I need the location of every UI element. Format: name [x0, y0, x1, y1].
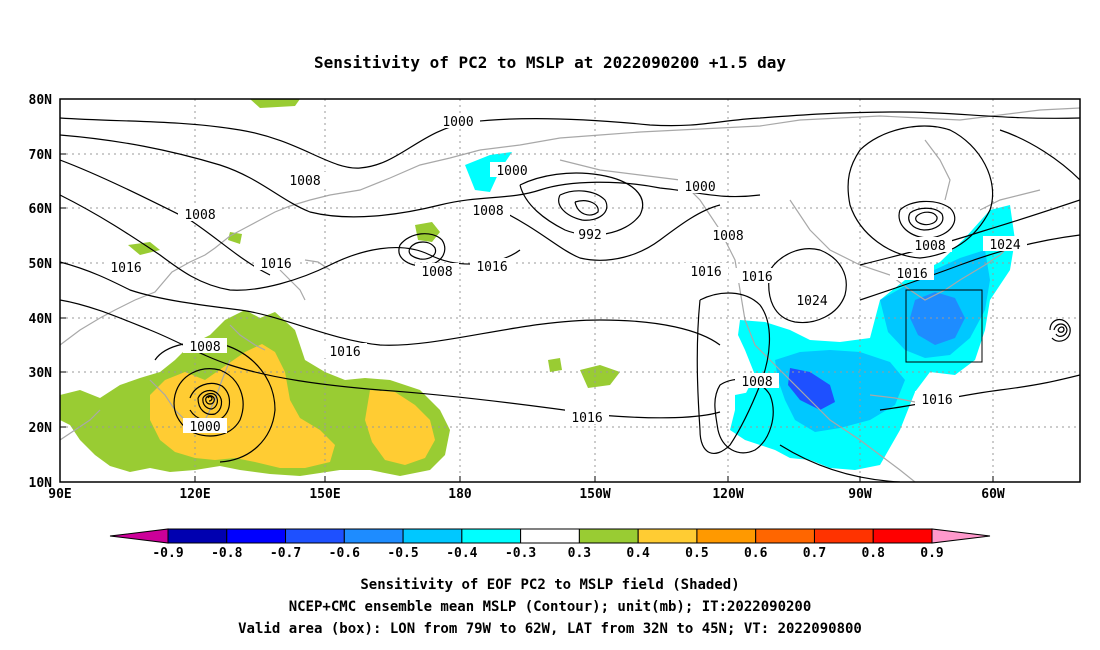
lon-label: 60W — [981, 487, 1005, 502]
contour-label: 1016 — [690, 265, 721, 280]
colorbar-low-arrow — [109, 528, 169, 544]
negative-sensitivity-shading — [465, 152, 1015, 470]
lat-label: 40N — [29, 312, 53, 327]
colorbar-swatch — [343, 528, 404, 544]
colorbar-tick-label: 0.5 — [685, 546, 708, 561]
colorbar-swatch — [167, 528, 228, 544]
lon-label: 150W — [579, 487, 610, 502]
lon-label: 90E — [48, 487, 71, 502]
map-title: Sensitivity of PC2 to MSLP at 2022090200… — [314, 53, 786, 72]
contour-label: 1016 — [260, 257, 291, 272]
contour-label: 1008 — [472, 204, 503, 219]
lat-label: 50N — [29, 257, 53, 272]
valid-area-box — [905, 289, 983, 363]
colorbar-tick-label: 0.8 — [861, 546, 885, 561]
colorbar-swatch — [872, 528, 933, 544]
colorbar-tick-label: 0.7 — [803, 546, 826, 561]
colorbar-tick-label: -0.6 — [329, 546, 360, 561]
lat-lon-grid — [60, 99, 1080, 482]
contour-label: 1000 — [442, 115, 473, 130]
positive-sensitivity-shading — [60, 99, 620, 476]
contour-label: 1016 — [921, 393, 952, 408]
colorbar-swatch — [285, 528, 345, 544]
contour-label: 1008 — [741, 375, 772, 390]
contour-label: 1016 — [110, 261, 141, 276]
map-frame — [59, 98, 1081, 483]
lat-label: 70N — [29, 148, 53, 163]
lon-label: 150E — [309, 487, 340, 502]
lon-label: 180 — [448, 487, 472, 502]
contour-label: 1008 — [421, 265, 452, 280]
colorbar-swatch — [696, 528, 757, 544]
colorbar-high-arrow — [931, 528, 991, 544]
lat-label: 30N — [29, 366, 53, 381]
contour-label: 1016 — [571, 411, 602, 426]
colorbar-tick-label: 0.9 — [920, 546, 943, 561]
colorbar-tick-label: 0.3 — [568, 546, 591, 561]
contour-label: 1008 — [189, 340, 220, 355]
colorbar-tick-label: -0.4 — [446, 546, 477, 561]
axis-ticks — [60, 98, 994, 483]
colorbar-swatch — [813, 528, 874, 544]
lon-label: 90W — [848, 487, 872, 502]
colorbar-swatch — [402, 528, 463, 544]
mslp-contours — [60, 111, 1080, 482]
lon-label: 120E — [179, 487, 210, 502]
coastlines — [60, 107, 1080, 482]
colorbar-swatch — [461, 528, 522, 544]
lat-label: 80N — [29, 93, 53, 108]
contour-label: 1016 — [896, 267, 927, 282]
caption-line-3: Valid area (box): LON from 79W to 62W, L… — [238, 621, 862, 637]
lat-label: 10N — [29, 476, 53, 491]
colorbar-swatch — [637, 528, 698, 544]
caption-line-1: Sensitivity of EOF PC2 to MSLP field (Sh… — [360, 577, 739, 593]
colorbar-swatch — [755, 528, 815, 544]
contour-label: 1016 — [329, 345, 360, 360]
contour-label: 1016 — [741, 270, 772, 285]
contour-label: 1024 — [989, 238, 1020, 253]
contour-label: 1024 — [796, 294, 827, 309]
colorbar-tick-label: 0.4 — [626, 546, 650, 561]
lat-label: 60N — [29, 202, 53, 217]
colorbar-tick-label: -0.9 — [152, 546, 183, 561]
colorbar: -0.9 -0.8 -0.7 -0.6 -0.5 -0.4 -0.3 0.3 0.4 0.5 0.6… — [109, 528, 991, 561]
colorbar-tick-label: -0.5 — [387, 546, 418, 561]
contour-label: 1016 — [476, 260, 507, 275]
contour-label: 1000 — [189, 420, 220, 435]
contour-label: 1008 — [914, 239, 945, 254]
lon-label: 120W — [712, 487, 743, 502]
caption-line-2: NCEP+CMC ensemble mean MSLP (Contour); u… — [289, 599, 812, 615]
contour-label: 1008 — [289, 174, 320, 189]
contour-label: 992 — [578, 228, 601, 243]
colorbar-swatch — [520, 528, 580, 544]
colorbar-tick-label: -0.3 — [505, 546, 536, 561]
contour-label: 1000 — [684, 180, 715, 195]
colorbar-tick-label: -0.8 — [211, 546, 242, 561]
colorbar-tick-label: 0.6 — [744, 546, 768, 561]
contour-label: 1000 — [496, 164, 527, 179]
longitude-labels: 90E 120E 150E 180 150W 120W 90W 60W — [48, 487, 1005, 502]
contour-label-group: 1000 1008 1000 1000 1008 1008 992 1008 1… — [104, 113, 1027, 435]
caption: Sensitivity of EOF PC2 to MSLP field (Sh… — [238, 577, 862, 637]
lat-label: 20N — [29, 421, 53, 436]
colorbar-swatch — [578, 528, 639, 544]
contour-label: 1008 — [184, 208, 215, 223]
contour-label: 1008 — [712, 229, 743, 244]
colorbar-swatch — [226, 528, 287, 544]
latitude-labels: 80N 70N 60N 50N 40N 30N 20N 10N — [29, 93, 53, 491]
colorbar-tick-label: -0.7 — [270, 546, 301, 561]
